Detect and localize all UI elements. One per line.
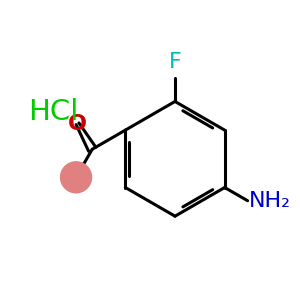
Text: NH₂: NH₂ <box>249 191 291 211</box>
Text: HCl: HCl <box>28 98 78 126</box>
Text: F: F <box>169 52 182 72</box>
Circle shape <box>60 161 92 194</box>
Text: O: O <box>68 114 87 134</box>
